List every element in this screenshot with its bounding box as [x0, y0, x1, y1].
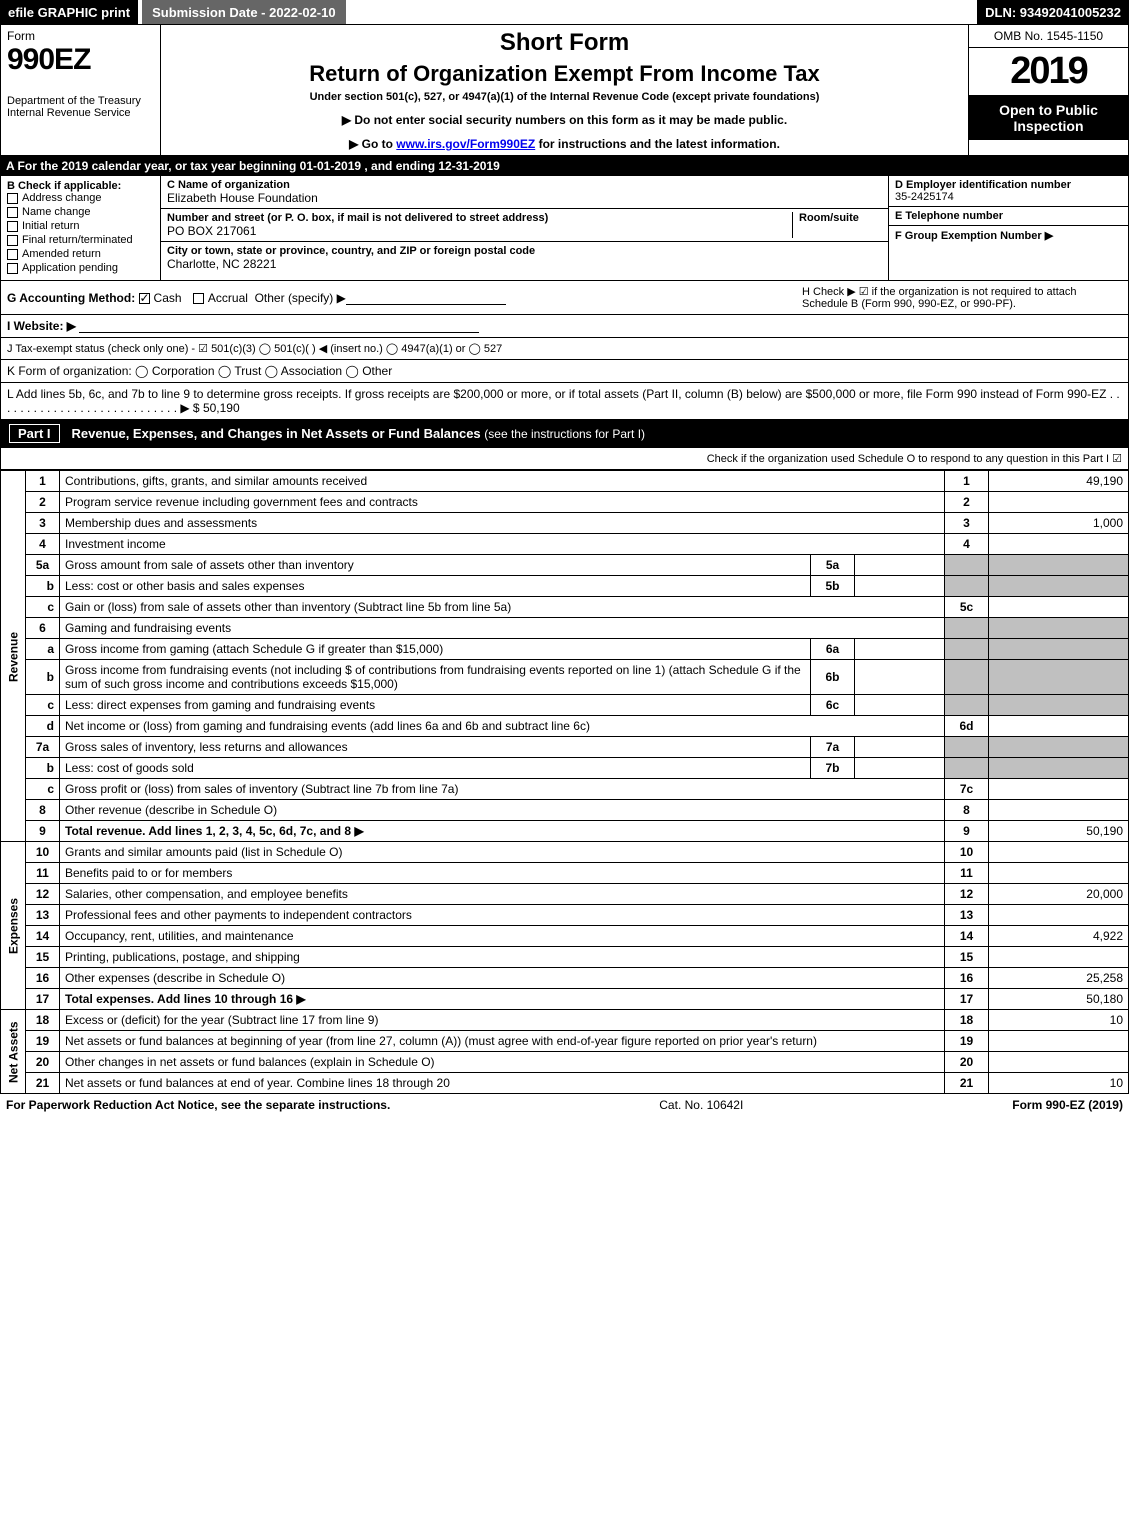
dln-label: DLN: 93492041005232 — [977, 0, 1129, 24]
table-row: 13Professional fees and other payments t… — [1, 905, 1129, 926]
table-row: dNet income or (loss) from gaming and fu… — [1, 716, 1129, 737]
table-row: bLess: cost or other basis and sales exp… — [1, 576, 1129, 597]
chk-name-change[interactable]: Name change — [7, 206, 154, 218]
table-row: 15Printing, publications, postage, and s… — [1, 947, 1129, 968]
table-row: bLess: cost of goods sold7b — [1, 758, 1129, 779]
f-group-label: F Group Exemption Number ▶ — [895, 229, 1122, 242]
table-row: 9Total revenue. Add lines 1, 2, 3, 4, 5c… — [1, 821, 1129, 842]
c-addr: PO BOX 217061 — [167, 224, 792, 238]
table-row: 17Total expenses. Add lines 10 through 1… — [1, 989, 1129, 1010]
col-d-right: D Employer identification number 35-2425… — [888, 176, 1128, 280]
c-room-label: Room/suite — [799, 212, 882, 224]
efile-print-label[interactable]: efile GRAPHIC print — [0, 0, 138, 24]
table-row: 2Program service revenue including gover… — [1, 492, 1129, 513]
table-row: 6Gaming and fundraising events — [1, 618, 1129, 639]
table-row: Net Assets 18Excess or (deficit) for the… — [1, 1010, 1129, 1031]
col-c-org-info: C Name of organization Elizabeth House F… — [161, 176, 888, 280]
chk-initial-return[interactable]: Initial return — [7, 220, 154, 232]
revenue-table: Revenue 1 Contributions, gifts, grants, … — [0, 470, 1129, 1094]
part-i-label: Part I — [9, 424, 60, 443]
header-left: Form 990EZ Department of the Treasury In… — [1, 25, 161, 155]
c-name-label: C Name of organization — [167, 179, 882, 191]
chk-address-change[interactable]: Address change — [7, 192, 154, 204]
g-cash-check[interactable] — [139, 293, 150, 304]
table-row: 4Investment income4 — [1, 534, 1129, 555]
c-org-name: Elizabeth House Foundation — [167, 191, 882, 205]
g-label: G Accounting Method: — [7, 291, 135, 305]
tax-year: 2019 — [969, 48, 1128, 96]
d-ein-label: D Employer identification number — [895, 179, 1122, 191]
c-addr-label: Number and street (or P. O. box, if mail… — [167, 212, 792, 224]
e-phone-label: E Telephone number — [895, 210, 1122, 222]
b-title: B Check if applicable: — [7, 180, 154, 192]
form-word: Form — [7, 29, 154, 43]
line-l-gross-receipts: L Add lines 5b, 6c, and 7b to line 9 to … — [0, 383, 1129, 420]
table-row: bGross income from fundraising events (n… — [1, 660, 1129, 695]
table-row: cLess: direct expenses from gaming and f… — [1, 695, 1129, 716]
line-h: H Check ▶ ☑ if the organization is not r… — [802, 285, 1122, 310]
header-right: OMB No. 1545-1150 2019 Open to Public In… — [968, 25, 1128, 155]
table-row: 16Other expenses (describe in Schedule O… — [1, 968, 1129, 989]
instructions-note: ▶ Go to www.irs.gov/Form990EZ for instru… — [169, 137, 960, 151]
chk-application-pending[interactable]: Application pending — [7, 262, 154, 274]
section-bcdef: B Check if applicable: Address change Na… — [0, 176, 1129, 281]
table-row: cGain or (loss) from sale of assets othe… — [1, 597, 1129, 618]
line-k-form-org: K Form of organization: ◯ Corporation ◯ … — [0, 360, 1129, 383]
footer-mid: Cat. No. 10642I — [659, 1098, 743, 1112]
c-city: Charlotte, NC 28221 — [167, 257, 882, 271]
table-row: 19Net assets or fund balances at beginni… — [1, 1031, 1129, 1052]
table-row: 12Salaries, other compensation, and empl… — [1, 884, 1129, 905]
line-a-tax-year: A For the 2019 calendar year, or tax yea… — [0, 156, 1129, 176]
table-row: Expenses 10Grants and similar amounts pa… — [1, 842, 1129, 863]
line-i-website: I Website: ▶ — [0, 315, 1129, 338]
line-l-amount: 50,190 — [203, 401, 240, 415]
top-bar: efile GRAPHIC print Submission Date - 20… — [0, 0, 1129, 24]
vert-expenses: Expenses — [1, 842, 26, 1010]
form-number: 990EZ — [7, 43, 154, 77]
vert-net-assets: Net Assets — [1, 1010, 26, 1094]
line-j-tax-exempt: J Tax-exempt status (check only one) - ☑… — [0, 338, 1129, 360]
table-row: aGross income from gaming (attach Schedu… — [1, 639, 1129, 660]
form-header: Form 990EZ Department of the Treasury In… — [0, 24, 1129, 156]
chk-amended-return[interactable]: Amended return — [7, 248, 154, 260]
vert-revenue: Revenue — [1, 471, 26, 842]
ssn-note: ▶ Do not enter social security numbers o… — [169, 113, 960, 127]
short-form-title: Short Form — [169, 29, 960, 57]
g-accrual-check[interactable] — [193, 293, 204, 304]
table-row: 21Net assets or fund balances at end of … — [1, 1073, 1129, 1094]
table-row: Revenue 1 Contributions, gifts, grants, … — [1, 471, 1129, 492]
dept-treasury: Department of the Treasury Internal Reve… — [7, 95, 154, 119]
table-row: 14Occupancy, rent, utilities, and mainte… — [1, 926, 1129, 947]
under-section: Under section 501(c), 527, or 4947(a)(1)… — [169, 91, 960, 103]
table-row: 20Other changes in net assets or fund ba… — [1, 1052, 1129, 1073]
table-row: cGross profit or (loss) from sales of in… — [1, 779, 1129, 800]
footer-left: For Paperwork Reduction Act Notice, see … — [6, 1098, 390, 1112]
omb-number: OMB No. 1545-1150 — [969, 25, 1128, 48]
table-row: 11Benefits paid to or for members11 — [1, 863, 1129, 884]
col-b-check-applicable: B Check if applicable: Address change Na… — [1, 176, 161, 280]
table-row: 3Membership dues and assessments31,000 — [1, 513, 1129, 534]
page-footer: For Paperwork Reduction Act Notice, see … — [0, 1094, 1129, 1116]
instructions-link[interactable]: www.irs.gov/Form990EZ — [396, 137, 535, 151]
c-city-label: City or town, state or province, country… — [167, 245, 882, 257]
submission-date: Submission Date - 2022-02-10 — [142, 0, 346, 24]
line-g-h: G Accounting Method: Cash Accrual Other … — [0, 281, 1129, 315]
table-row: 7aGross sales of inventory, less returns… — [1, 737, 1129, 758]
return-title: Return of Organization Exempt From Incom… — [169, 61, 960, 87]
part-i-header: Part I Revenue, Expenses, and Changes in… — [0, 420, 1129, 448]
table-row: 8Other revenue (describe in Schedule O)8 — [1, 800, 1129, 821]
open-public-inspection: Open to Public Inspection — [969, 96, 1128, 140]
chk-final-return[interactable]: Final return/terminated — [7, 234, 154, 246]
footer-right: Form 990-EZ (2019) — [1012, 1098, 1123, 1112]
table-row: 5aGross amount from sale of assets other… — [1, 555, 1129, 576]
header-center: Short Form Return of Organization Exempt… — [161, 25, 968, 155]
part-i-check-o: Check if the organization used Schedule … — [0, 448, 1129, 470]
d-ein: 35-2425174 — [895, 191, 1122, 203]
